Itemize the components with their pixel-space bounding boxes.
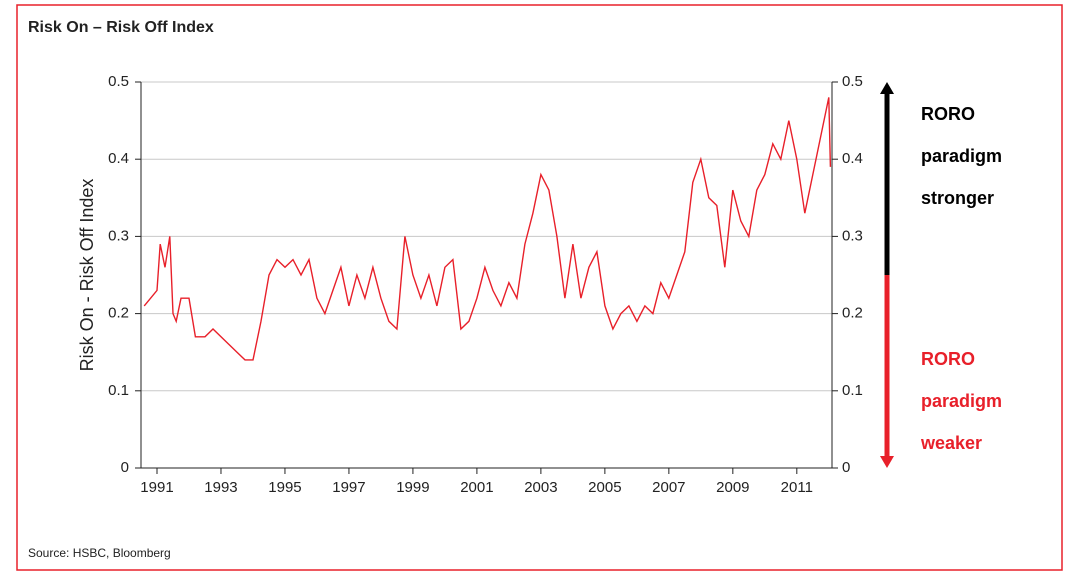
chart-title: Risk On – Risk Off Index [28, 19, 214, 36]
x-tick-label: 2001 [460, 479, 493, 496]
y2-tick-label: 0.1 [842, 382, 863, 399]
annotation-text: paradigm [921, 146, 1002, 166]
frame [16, 4, 1063, 571]
y2-tick-label: 0.2 [842, 305, 863, 322]
arrow-head [880, 456, 894, 468]
y-axis-label: Risk On - Risk Off Index [77, 179, 97, 372]
x-tick-label: 2007 [652, 479, 685, 496]
x-tick-label: 2009 [716, 479, 749, 496]
annotation-text: weaker [920, 433, 982, 453]
source-note: Source: HSBC, Bloomberg [28, 546, 171, 560]
x-tick-label: 1997 [332, 479, 365, 496]
x-tick-label: 1993 [204, 479, 237, 496]
x-tick-label: 2003 [524, 479, 557, 496]
y-tick-label: 0 [121, 459, 129, 476]
annotation-text: RORO [921, 104, 975, 124]
y-tick-label: 0.1 [108, 382, 129, 399]
x-tick-label: 2005 [588, 479, 621, 496]
x-tick-label: 2011 [781, 479, 813, 496]
annotation-text: RORO [921, 349, 975, 369]
y-tick-label: 0.5 [108, 73, 129, 90]
y-tick-label: 0.2 [108, 305, 129, 322]
x-tick-label: 1995 [268, 479, 301, 496]
annotation-text: paradigm [921, 391, 1002, 411]
y2-tick-label: 0.3 [842, 227, 863, 244]
data-line [143, 97, 832, 361]
y-tick-label: 0.4 [108, 150, 129, 167]
annotation-text: stronger [921, 188, 994, 208]
y2-tick-label: 0.5 [842, 73, 863, 90]
y2-tick-label: 0 [842, 459, 850, 476]
y2-tick-label: 0.4 [842, 150, 863, 167]
arrow-head [880, 82, 894, 94]
x-tick-label: 1991 [140, 479, 173, 496]
x-tick-label: 1999 [396, 479, 429, 496]
y-tick-label: 0.3 [108, 227, 129, 244]
